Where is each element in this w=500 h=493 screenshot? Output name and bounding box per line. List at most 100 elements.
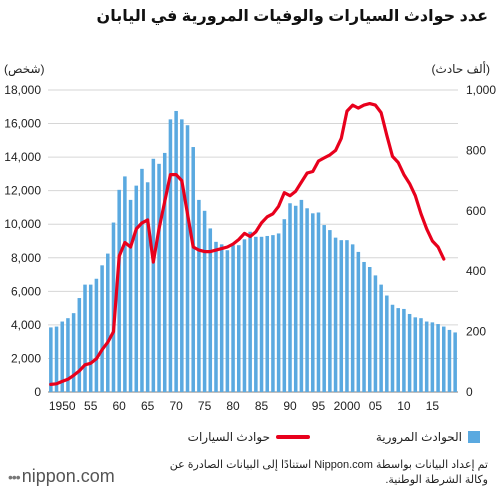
traffic-deaths-bar [316,212,321,392]
traffic-deaths-bar [83,284,87,392]
traffic-deaths-bar [236,245,241,392]
x-tick-label: 15 [426,399,440,413]
x-tick-label: 95 [312,399,326,413]
y-left-tick-label: 4,000 [11,318,41,332]
legend-label-line: حوادث السيارات [187,430,270,444]
traffic-deaths-bar [145,182,150,392]
y-left-tick-label: 14,000 [4,150,41,164]
legend-item-bars: الحوادث المرورية [376,430,480,444]
traffic-deaths-bar [134,185,139,392]
traffic-deaths-bar [219,244,224,392]
traffic-deaths-bar [345,240,349,392]
traffic-deaths-bar [265,235,270,392]
traffic-deaths-bar [430,322,435,392]
traffic-deaths-bar [202,210,207,392]
traffic-deaths-bar [111,222,116,392]
source-note: تم إعداد البيانات بواسطة Nippon.com استن… [169,459,488,486]
traffic-deaths-bar [162,152,167,392]
traffic-deaths-bar [407,313,412,392]
traffic-deaths-bar [66,318,70,392]
traffic-deaths-bar [419,318,423,392]
traffic-deaths-bar [322,225,326,392]
x-tick-label: 55 [84,399,98,413]
traffic-deaths-bar [299,199,304,392]
x-tick-label: 10 [397,399,411,413]
traffic-deaths-bar [276,233,281,392]
traffic-deaths-bar [140,168,144,392]
x-tick-label: 2000 [334,399,361,413]
traffic-deaths-bar [191,147,195,392]
traffic-deaths-bar [339,240,344,392]
traffic-deaths-bar [100,265,104,392]
traffic-deaths-bar [293,205,298,392]
traffic-deaths-bar [356,251,361,392]
traffic-deaths-bar [441,326,446,392]
y-left-tick-label: 10,000 [4,217,41,231]
traffic-deaths-bar [197,199,201,392]
x-tick-label: 75 [198,399,212,413]
chart-title: عدد حوادث السيارات والوفيات المرورية في … [96,8,488,25]
traffic-deaths-bar [231,245,235,392]
traffic-deaths-bar [168,119,173,392]
traffic-deaths-bar [282,219,287,392]
traffic-deaths-bar [242,239,247,392]
traffic-deaths-bar [49,327,53,392]
traffic-deaths-bar [208,228,213,392]
traffic-deaths-bar [71,313,76,392]
brand-dots-icon: ••• [8,468,21,485]
traffic-deaths-bar [77,298,82,392]
traffic-deaths-bar [379,284,383,392]
brand-name: nippon.com [21,466,115,486]
traffic-deaths-bar [225,250,230,392]
y-right-tick-label: 600 [466,204,486,218]
traffic-deaths-bar [180,119,184,392]
traffic-deaths-bar [396,308,400,392]
traffic-deaths-bar [288,203,292,392]
traffic-deaths-bar [362,261,366,392]
traffic-deaths-bar [305,208,309,392]
y-left-tick-label: 6,000 [11,284,41,298]
y-left-tick-label: 2,000 [11,351,41,365]
traffic-deaths-bar [128,199,133,392]
traffic-deaths-bar [447,329,452,392]
y-left-tick-label: 18,000 [4,83,41,97]
chart-legend: الحوادث المرورية حوادث السيارات [100,430,480,450]
traffic-deaths-bar [259,236,264,392]
traffic-deaths-bar [367,267,372,392]
x-tick-label: 65 [141,399,155,413]
traffic-deaths-bar [254,236,258,392]
car-accidents-line [49,101,446,386]
legend-swatch-bars [468,431,480,443]
traffic-deaths-bar [390,304,395,392]
traffic-deaths-bar [185,125,190,392]
left-axis-unit: (شخص) [4,62,45,76]
traffic-deaths-bar [373,275,378,392]
traffic-deaths-bar [214,241,218,392]
traffic-deaths-bar [60,321,65,392]
traffic-deaths-bar [328,230,332,392]
y-right-tick-label: 1,000 [466,83,496,97]
y-right-tick-label: 400 [466,264,486,278]
traffic-deaths-bar [350,244,355,392]
traffic-deaths-bar [453,332,457,392]
traffic-deaths-bar [151,158,156,392]
chart-plot: 0 2,000 4,000 6,000 8,000 10,000 12,000 14,000 1… [4,83,496,413]
traffic-deaths-bar [94,278,99,392]
legend-item-line: حوادث السيارات [188,430,310,444]
legend-swatch-line [276,435,310,439]
traffic-deaths-bar [174,110,178,392]
x-tick-label: 05 [369,399,383,413]
x-tick-label: 85 [255,399,269,413]
traffic-deaths-bar [333,237,338,392]
traffic-deaths-bar [88,284,93,392]
traffic-deaths-bar [413,317,418,392]
x-tick-label: 80 [226,399,240,413]
x-tick-label: 70 [169,399,183,413]
x-tick-label: 1950 [49,399,76,413]
traffic-deaths-bar [311,213,315,392]
y-right-tick-label: 0 [466,385,473,399]
traffic-deaths-bar [157,163,161,392]
y-right-tick-label: 200 [466,325,486,339]
traffic-deaths-bar [424,321,429,392]
y-left-tick-label: 0 [34,385,41,399]
